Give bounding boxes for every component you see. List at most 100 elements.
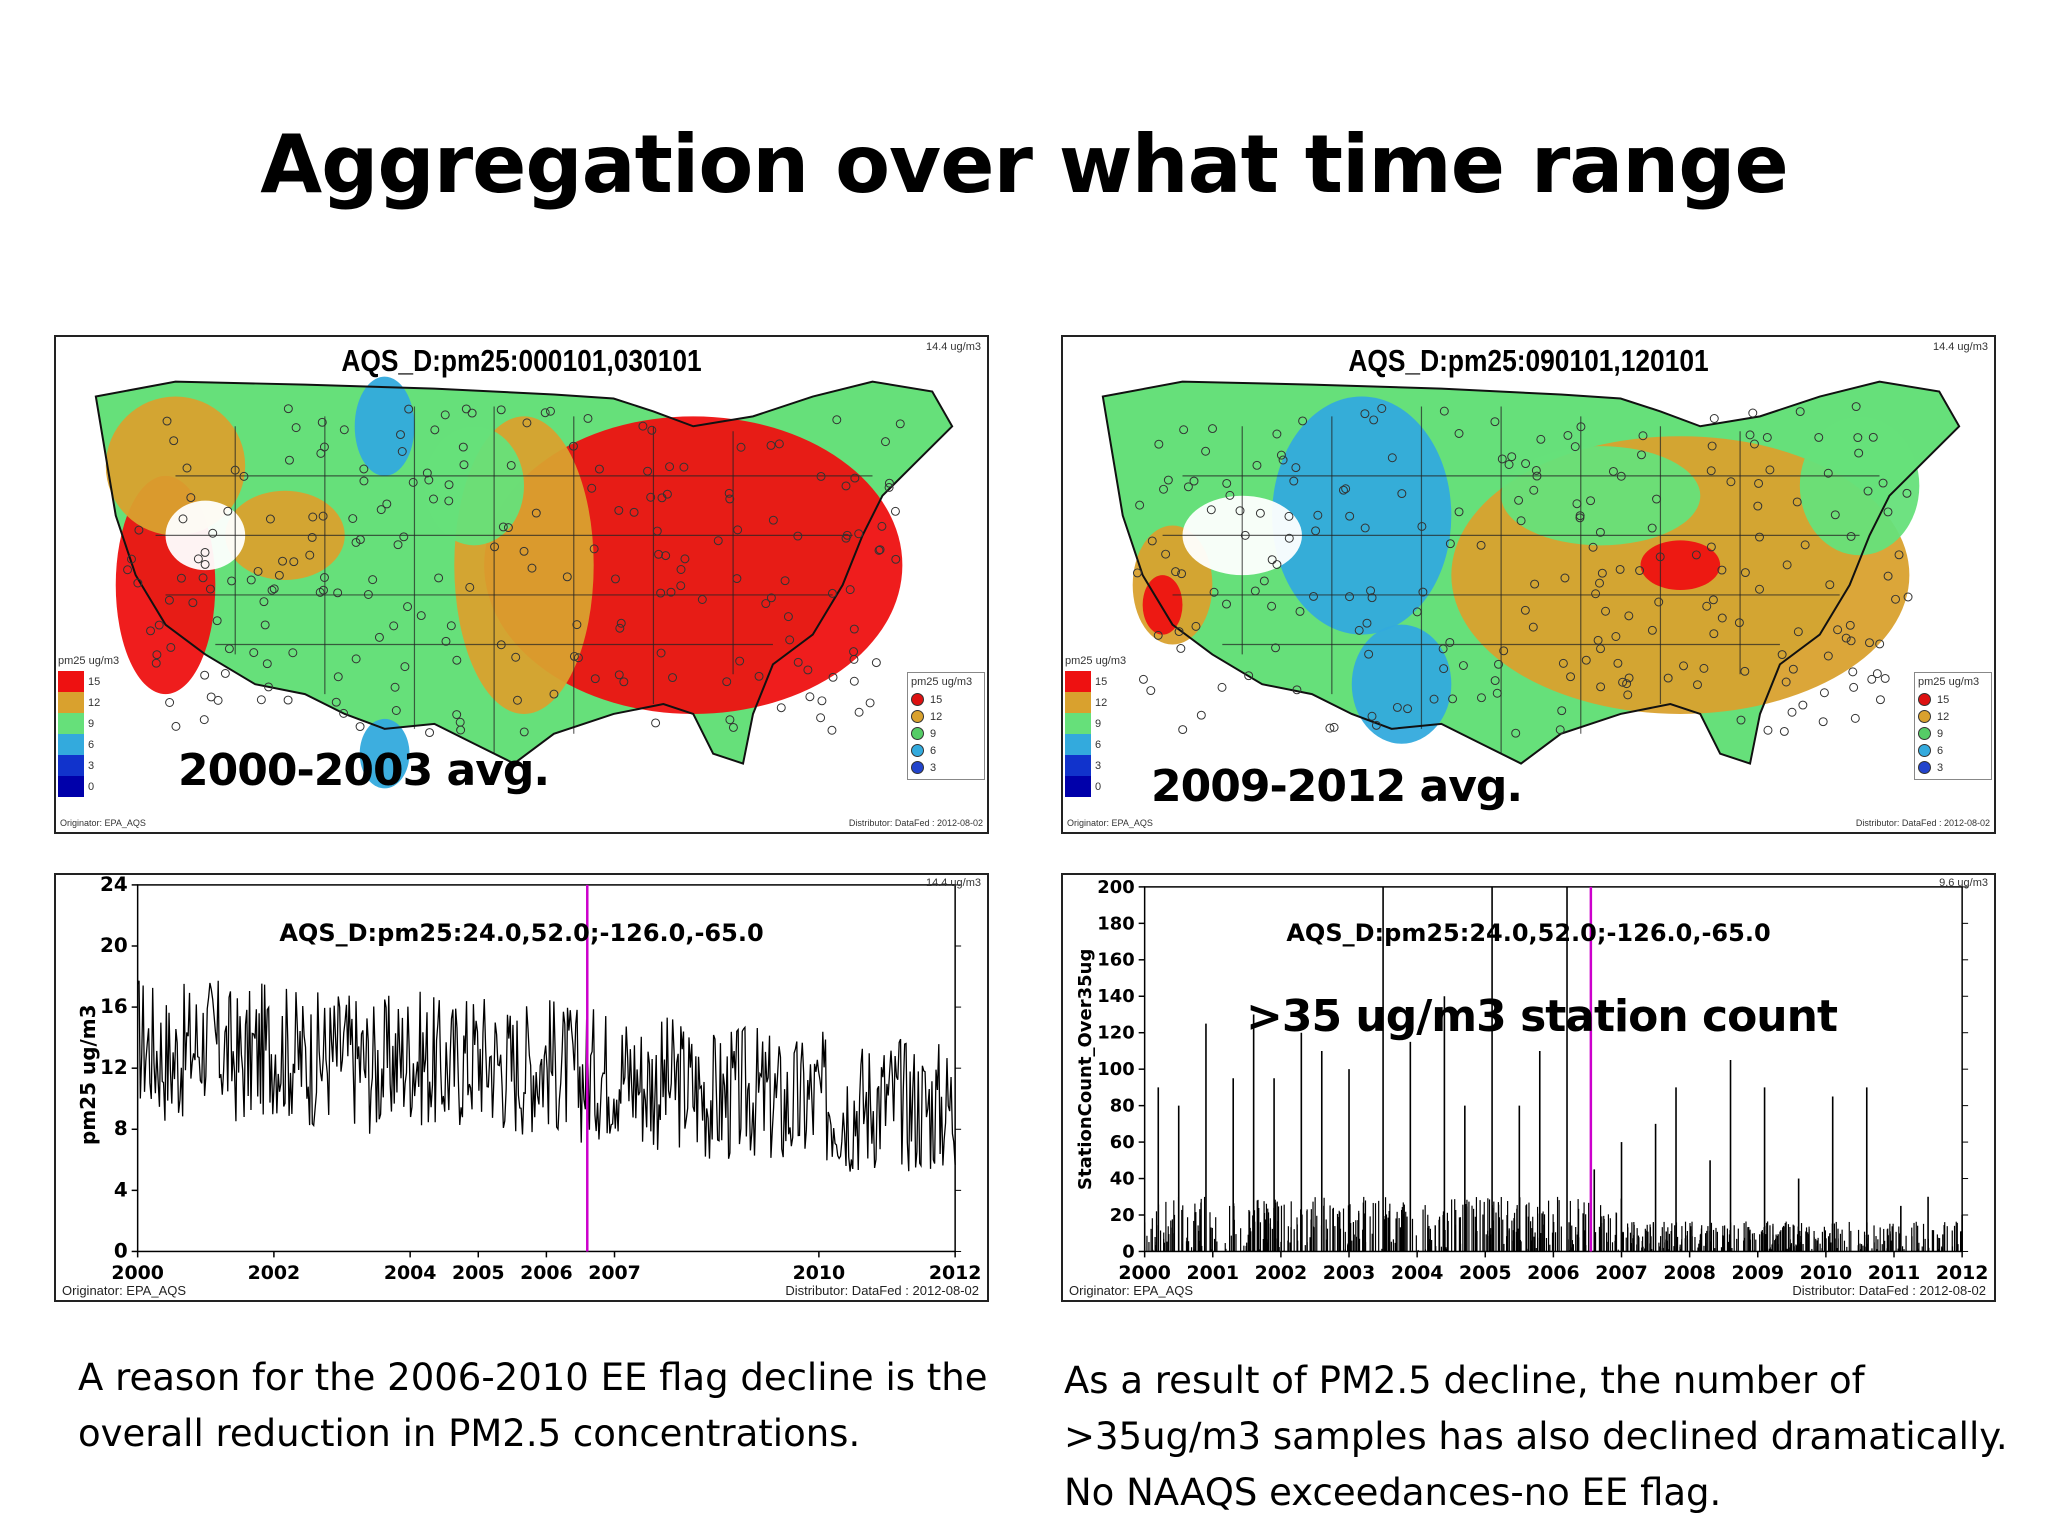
y-tick-label: 40 xyxy=(1110,1169,1135,1190)
y-tick-label: 120 xyxy=(1097,1023,1134,1044)
us-pm25-map-2000-2003 xyxy=(56,337,987,832)
x-tick-label: 2008 xyxy=(1663,1262,1716,1284)
station-dot xyxy=(1918,744,1931,757)
station-dot xyxy=(1918,727,1931,740)
station-legend-row: 12 xyxy=(911,708,981,725)
y-tick-label: 12 xyxy=(100,1056,128,1079)
caption-line: No NAAQS exceedances-no EE flag. xyxy=(1064,1471,1722,1514)
legend-label: 15 xyxy=(88,675,101,688)
y-tick-label: 0 xyxy=(1122,1241,1134,1262)
x-tick-label: 2003 xyxy=(1323,1262,1376,1284)
station-legend-row: 6 xyxy=(1918,742,1988,759)
y-axis-label: pm25 ug/m3 xyxy=(76,1004,100,1145)
legend-color xyxy=(58,776,84,797)
station-dot xyxy=(911,761,924,774)
map-title: AQS_D:pm25:000101,030101 xyxy=(341,343,702,378)
station-dot xyxy=(1918,761,1931,774)
station-legend: pm25 ug/m3 15 12 9 6 3 xyxy=(1914,672,1992,780)
legend-label: 0 xyxy=(88,780,95,793)
legend-swatch: 12 xyxy=(1065,692,1135,713)
x-tick-label: 2000 xyxy=(111,1262,164,1284)
legend-label: 12 xyxy=(1095,696,1108,709)
map-originator: Originator: EPA_AQS xyxy=(60,818,146,828)
caption-left: A reason for the 2006-2010 EE flag decli… xyxy=(78,1350,988,1462)
station-dot xyxy=(911,693,924,706)
legend-swatch: 6 xyxy=(58,734,128,755)
x-tick-label: 2007 xyxy=(588,1262,641,1284)
y-tick-label: 160 xyxy=(1097,950,1134,971)
station-count-chart: 0 20 40 60 80 100 120 140 160 180 200 2000 2001 2002 2… xyxy=(1061,873,1996,1302)
y-tick-label: 4 xyxy=(114,1178,128,1201)
station-dot xyxy=(1918,710,1931,723)
legend-label: 6 xyxy=(88,738,95,751)
legend-swatch: 0 xyxy=(1065,776,1135,797)
concentration-legend: pm25 ug/m3 15 12 9 6 3 0 xyxy=(58,655,128,797)
period-label: 2009-2012 avg. xyxy=(1151,761,1523,812)
chart-originator: Originator: EPA_AQS xyxy=(1069,1283,1194,1298)
caption-right: As a result of PM2.5 decline, the number… xyxy=(1064,1353,2008,1521)
map-panel-2000-2003: AQS_D:pm25:000101,030101 14.4 ug/m3 pm25… xyxy=(54,335,989,834)
station-legend-label: 6 xyxy=(1937,744,1944,757)
legend-title: pm25 ug/m3 xyxy=(1065,655,1127,667)
legend-label: 0 xyxy=(1095,780,1102,793)
station-legend: pm25 ug/m3 15 12 9 6 3 xyxy=(907,672,985,780)
chart-units: 14.4 ug/m3 xyxy=(925,877,981,889)
x-tick-label: 2006 xyxy=(1527,1262,1580,1284)
legend-color xyxy=(1065,734,1091,755)
legend-color xyxy=(1065,671,1091,692)
x-tick-label: 2012 xyxy=(929,1262,982,1284)
x-tick-label: 2010 xyxy=(793,1262,846,1284)
y-tick-label: 140 xyxy=(1097,986,1134,1007)
station-legend-row: 15 xyxy=(1918,691,1988,708)
legend-color xyxy=(1065,692,1091,713)
legend-color xyxy=(58,671,84,692)
legend-swatch: 9 xyxy=(1065,713,1135,734)
x-tick-label: 2002 xyxy=(1255,1262,1308,1284)
x-tick-label: 2004 xyxy=(384,1262,437,1284)
chart-distributor: Distributor: DataFed : 2012-08-02 xyxy=(1792,1283,1986,1298)
legend-swatch: 12 xyxy=(58,692,128,713)
y-tick-label: 16 xyxy=(100,995,128,1018)
station-legend-label: 12 xyxy=(930,710,943,723)
station-legend-label: 6 xyxy=(930,744,937,757)
station-legend-label: 3 xyxy=(1937,761,1944,774)
legend-swatch: 0 xyxy=(58,776,128,797)
x-tick-label: 2004 xyxy=(1391,1262,1444,1284)
legend-color xyxy=(58,734,84,755)
y-tick-label: 0 xyxy=(114,1239,128,1262)
map-units: 14.4 ug/m3 xyxy=(1932,341,1988,353)
station-legend-label: 15 xyxy=(930,693,943,706)
x-tick-label: 2006 xyxy=(520,1262,573,1284)
y-tick-label: 20 xyxy=(100,934,128,957)
station-legend-title: pm25 ug/m3 xyxy=(911,676,973,688)
legend-swatch: 6 xyxy=(1065,734,1135,755)
us-pm25-map-2009-2012 xyxy=(1063,337,1994,832)
y-axis-label: StationCount_Over35ug xyxy=(1075,948,1096,1190)
chart-distributor: Distributor: DataFed : 2012-08-02 xyxy=(785,1283,979,1298)
legend-color xyxy=(1065,776,1091,797)
legend-color xyxy=(58,713,84,734)
map-units: 14.4 ug/m3 xyxy=(925,341,981,353)
legend-color xyxy=(1065,713,1091,734)
station-legend-row: 3 xyxy=(1918,759,1988,776)
map-layer xyxy=(1101,380,1961,765)
legend-label: 6 xyxy=(1095,738,1102,751)
legend-swatch: 15 xyxy=(58,671,128,692)
x-tick-label: 2009 xyxy=(1731,1262,1784,1284)
map-distributor: Distributor: DataFed : 2012-08-02 xyxy=(848,818,983,828)
x-tick-label: 2005 xyxy=(452,1262,505,1284)
station-dot xyxy=(911,710,924,723)
legend-swatch: 3 xyxy=(1065,755,1135,776)
caption-line: As a result of PM2.5 decline, the number… xyxy=(1064,1359,1865,1402)
y-tick-label: 24 xyxy=(100,875,128,896)
x-tick-label: 2000 xyxy=(1118,1262,1171,1284)
station-dot xyxy=(911,744,924,757)
map-distributor: Distributor: DataFed : 2012-08-02 xyxy=(1855,818,1990,828)
station-legend-label: 15 xyxy=(1937,693,1950,706)
station-legend-row: 15 xyxy=(911,691,981,708)
y-tick-label: 80 xyxy=(1110,1096,1135,1117)
station-legend-row: 9 xyxy=(1918,725,1988,742)
station-legend-row: 6 xyxy=(911,742,981,759)
map-title: AQS_D:pm25:090101,120101 xyxy=(1348,343,1709,378)
chart-title: AQS_D:pm25:24.0,52.0;-126.0,-65.0 xyxy=(279,919,764,947)
